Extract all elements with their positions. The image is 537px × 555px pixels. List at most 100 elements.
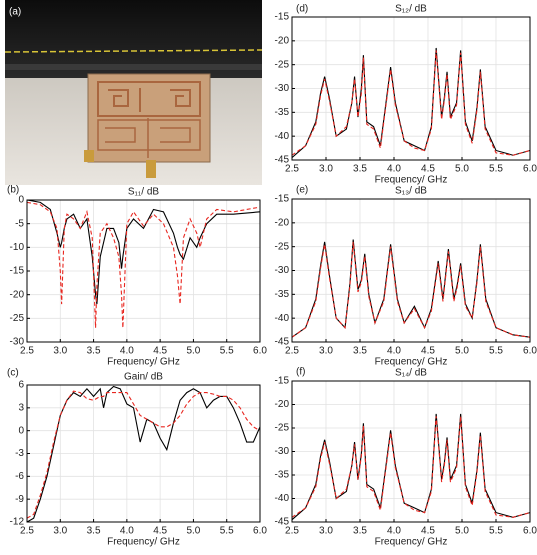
- x-tick-label: 4.5: [421, 164, 435, 175]
- x-tick-label: 3.0: [319, 526, 333, 537]
- x-tick-label: 3.5: [353, 526, 367, 537]
- x-tick-label: 5.0: [455, 164, 469, 175]
- x-tick-label: 3.0: [319, 164, 333, 175]
- x-tick-label: 3.0: [319, 346, 333, 357]
- x-tick-label: 5.5: [220, 346, 234, 357]
- panel-label: (a): [9, 7, 21, 18]
- chart-title: S₁₃/ dB: [395, 186, 427, 197]
- x-tick-label: 3.5: [87, 526, 101, 537]
- x-tick-label: 4.0: [120, 526, 134, 537]
- x-tick-label: 6.0: [523, 346, 537, 357]
- board-pattern: [97, 81, 201, 117]
- x-tick-label: 4.0: [387, 526, 401, 537]
- series-line: [27, 200, 260, 305]
- panel-label: (d): [296, 4, 308, 15]
- y-tick-label: -30: [10, 337, 25, 348]
- panel-label: (f): [296, 367, 305, 378]
- chart: -45 -40 -35 -30 -25 -20 -15 2.5 3.0 3.5 4.0 4.5 5.0 5…: [275, 367, 537, 548]
- x-tick-label: 5.5: [220, 526, 234, 537]
- y-tick-label: 0: [18, 425, 24, 436]
- x-tick-label: 5.5: [489, 526, 503, 537]
- y-tick-label: -15: [275, 376, 290, 387]
- y-tick-label: 3: [18, 402, 24, 413]
- plate-rim: [5, 64, 262, 70]
- board-pattern: [105, 118, 191, 158]
- antenna-board: [87, 73, 211, 163]
- y-tick-label: -12: [10, 517, 25, 528]
- y-tick-label: -20: [10, 289, 25, 300]
- connector: [84, 150, 94, 162]
- series-line: [27, 390, 260, 519]
- y-tick-label: -45: [275, 517, 290, 528]
- y-tick-label: -30: [275, 83, 290, 94]
- chart: -45 -40 -35 -30 -25 -20 -15 2.5 3.0 3.5 4.0 4.5 5.0 5…: [275, 185, 537, 368]
- x-tick-label: 4.5: [421, 346, 435, 357]
- chart-title: S₁₄/ dB: [395, 368, 427, 379]
- y-tick-label: -10: [10, 242, 25, 253]
- y-tick-label: -25: [275, 59, 290, 70]
- x-axis-label: Frequency/ GHz: [375, 537, 448, 548]
- chart: -45 -40 -35 -30 -25 -20 -15 2.5 3.0 3.5 4.0 4.5 5.0 5…: [275, 4, 537, 186]
- y-tick-label: -40: [275, 131, 290, 142]
- plot-frame: [26, 384, 261, 523]
- x-tick-label: 5.0: [455, 526, 469, 537]
- y-tick-label: -30: [275, 265, 290, 276]
- y-tick-label: 0: [18, 195, 24, 206]
- x-tick-label: 5.0: [186, 526, 200, 537]
- chart-title: Gain/ dB: [124, 372, 163, 383]
- x-tick-label: 2.5: [20, 346, 34, 357]
- plot-frame: [26, 199, 261, 343]
- y-tick-label: -40: [275, 313, 290, 324]
- x-tick-label: 6.0: [523, 164, 537, 175]
- x-tick-label: 3.0: [53, 346, 67, 357]
- x-tick-label: 2.5: [285, 526, 299, 537]
- y-tick-label: -15: [10, 266, 25, 277]
- x-tick-label: 4.0: [387, 164, 401, 175]
- y-tick-label: -35: [275, 107, 290, 118]
- panel-label: (e): [296, 185, 308, 196]
- y-tick-label: -20: [275, 399, 290, 410]
- y-tick-label: -25: [275, 241, 290, 252]
- x-tick-label: 6.0: [523, 526, 537, 537]
- chart: -12 -9 -6 -3 0 3 6 2.5 3.0 3.5 4.0 4.5 5.0 5.5 6.0 Gain…: [7, 368, 267, 548]
- x-tick-label: 4.5: [421, 526, 435, 537]
- x-tick-label: 5.5: [489, 164, 503, 175]
- y-tick-label: -25: [275, 423, 290, 434]
- series-line: [27, 201, 260, 328]
- y-tick-label: -35: [275, 289, 290, 300]
- x-tick-label: 5.0: [186, 346, 200, 357]
- series-group: [292, 239, 530, 338]
- x-tick-label: 4.0: [387, 346, 401, 357]
- series-line: [292, 416, 530, 518]
- x-tick-label: 3.5: [353, 164, 367, 175]
- plot-frame: [291, 198, 531, 343]
- chart: -30 -25 -20 -15 -10 -5 0 2.5 3.0 3.5 4.0 4.5 5.0 5.5 6…: [7, 185, 267, 368]
- chart-title: S₁₁/ dB: [128, 187, 160, 198]
- series-group: [292, 413, 530, 521]
- x-tick-label: 2.5: [20, 526, 34, 537]
- x-axis-label: Frequency/ GHz: [375, 175, 448, 186]
- x-tick-label: 5.0: [455, 346, 469, 357]
- x-tick-label: 2.5: [285, 164, 299, 175]
- y-tick-label: -15: [275, 12, 290, 23]
- x-tick-label: 3.5: [353, 346, 367, 357]
- x-tick-label: 6.0: [253, 526, 267, 537]
- x-tick-label: 4.5: [153, 346, 167, 357]
- y-tick-label: -5: [15, 218, 24, 229]
- chart-title: S₁₂/ dB: [395, 4, 427, 15]
- y-tick-label: -15: [275, 194, 290, 205]
- x-axis-label: Frequency/ GHz: [107, 357, 180, 368]
- series-group: [27, 200, 260, 328]
- x-axis-label: Frequency/ GHz: [375, 357, 448, 368]
- y-tick-label: 6: [18, 380, 24, 391]
- photo: (a): [4, 0, 263, 185]
- x-tick-label: 5.5: [489, 346, 503, 357]
- x-tick-label: 4.0: [120, 346, 134, 357]
- y-tick-label: -35: [275, 470, 290, 481]
- y-tick-label: -6: [15, 471, 24, 482]
- x-tick-label: 6.0: [253, 346, 267, 357]
- y-tick-label: -40: [275, 493, 290, 504]
- y-tick-label: -3: [15, 448, 24, 459]
- y-tick-label: -9: [15, 494, 24, 505]
